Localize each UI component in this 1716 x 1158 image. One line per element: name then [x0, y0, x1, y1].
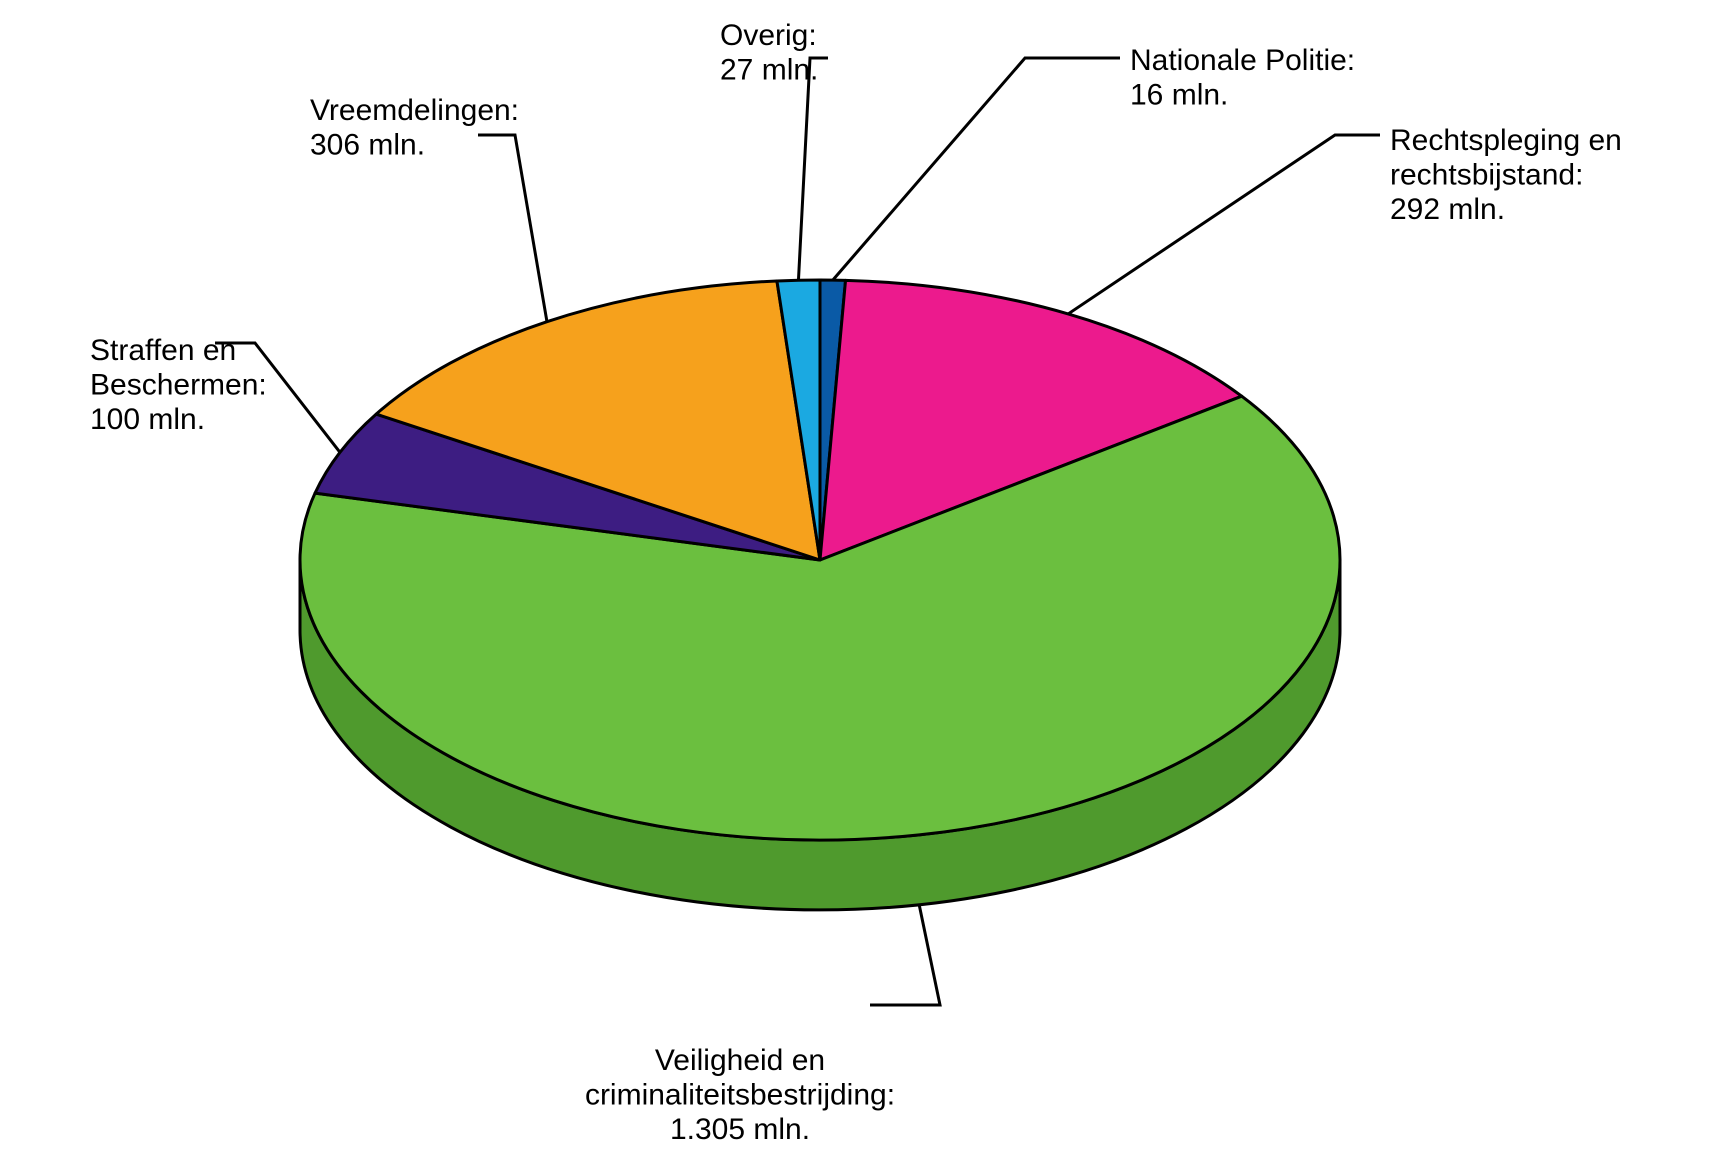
label-line: Beschermen:	[90, 369, 267, 402]
label-line: Vreemdelingen:	[310, 94, 519, 127]
label-straffen: Straffen enBeschermen:100 mln.	[90, 334, 267, 436]
pie-chart-3d: Nationale Politie:16 mln. Rechtspleging e…	[0, 0, 1716, 1158]
label-line: 16 mln.	[1130, 79, 1228, 112]
label-line: Nationale Politie:	[1130, 44, 1355, 77]
label-vreemdelingen: Vreemdelingen:306 mln.	[310, 94, 519, 162]
label-rechtspleging: Rechtspleging enrechtsbijstand:292 mln.	[1390, 124, 1622, 226]
label-veiligheid: Veiligheid encriminaliteitsbestrijding:1…	[585, 1044, 895, 1146]
leader-nationale_politie	[833, 58, 1120, 280]
leader-vreemdelingen	[478, 135, 547, 322]
label-line: Overig:	[720, 19, 817, 52]
label-overig: Overig:27 mln.	[720, 19, 818, 87]
leader-veiligheid	[870, 905, 940, 1005]
label-line: Veiligheid en	[655, 1044, 825, 1077]
leader-overig	[798, 58, 828, 280]
label-line: 27 mln.	[720, 54, 818, 87]
label-line: 292 mln.	[1390, 193, 1505, 226]
label-line: 306 mln.	[310, 129, 425, 162]
label-line: Straffen en	[90, 334, 236, 367]
label-line: criminaliteitsbestrijding:	[585, 1079, 895, 1112]
label-line: 1.305 mln.	[670, 1113, 810, 1146]
label-line: rechtsbijstand:	[1390, 159, 1583, 192]
label-nationale_politie: Nationale Politie:16 mln.	[1130, 44, 1355, 112]
leader-rechtspleging	[1068, 135, 1380, 314]
label-line: 100 mln.	[90, 403, 205, 436]
label-line: Rechtspleging en	[1390, 124, 1622, 157]
